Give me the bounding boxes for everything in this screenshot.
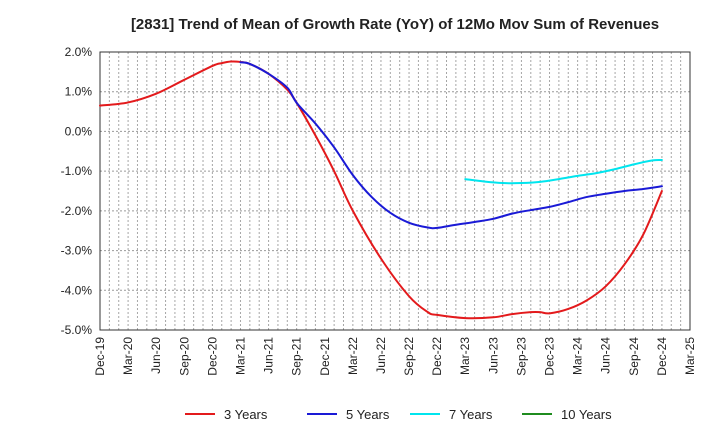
legend-label-5-years: 5 Years — [346, 407, 390, 422]
x-tick-label: Sep-23 — [514, 337, 528, 376]
x-tick-label: Sep-20 — [177, 337, 191, 376]
x-tick-label: Mar-24 — [571, 337, 585, 375]
chart-title: [2831] Trend of Mean of Growth Rate (YoY… — [131, 16, 659, 33]
x-tick-label: Mar-22 — [346, 337, 360, 375]
legend: 3 Years 5 Years 7 Years 10 Years — [185, 407, 612, 422]
series-line-3-years — [99, 60, 663, 320]
x-tick-label: Jun-23 — [486, 337, 500, 374]
x-tick-label: Mar-25 — [683, 337, 697, 375]
y-tick-label: -5.0% — [61, 323, 93, 337]
grid — [99, 51, 691, 331]
x-tick-label: Dec-22 — [430, 337, 444, 376]
plot-area — [99, 60, 663, 320]
x-tick-label: Dec-24 — [655, 337, 669, 376]
y-tick-label: -4.0% — [61, 283, 93, 297]
series-line-5-years — [239, 61, 663, 230]
series-line-7-years — [464, 158, 663, 185]
legend-label-3-years: 3 Years — [224, 407, 268, 422]
x-tick-label: Sep-22 — [402, 337, 416, 376]
x-tick-label: Dec-20 — [205, 337, 219, 376]
y-tick-label: -3.0% — [61, 244, 93, 258]
x-tick-label: Dec-19 — [93, 337, 107, 376]
x-tick-label: Dec-21 — [318, 337, 332, 376]
x-axis: Dec-19 Mar-20 Jun-20 Sep-20 Dec-20 Mar-21 Jun-… — [93, 337, 697, 376]
y-axis: 2.0% 1.0% 0.0% -1.0% -2.0% -3.0% -4.0% -5.0% — [61, 45, 93, 337]
x-tick-label: Jun-24 — [599, 337, 613, 374]
y-tick-label: 2.0% — [65, 45, 93, 59]
y-tick-label: -2.0% — [61, 204, 93, 218]
legend-label-10-years: 10 Years — [561, 407, 612, 422]
legend-label-7-years: 7 Years — [449, 407, 493, 422]
x-tick-label: Sep-21 — [290, 337, 304, 376]
y-tick-label: -1.0% — [61, 164, 93, 178]
x-tick-label: Jun-21 — [262, 337, 276, 374]
y-tick-label: 1.0% — [65, 85, 93, 99]
y-tick-label: 0.0% — [65, 124, 93, 138]
plot-border — [99, 51, 691, 331]
x-tick-label: Mar-20 — [121, 337, 135, 375]
x-tick-label: Mar-23 — [458, 337, 472, 375]
x-tick-label: Jun-22 — [374, 337, 388, 374]
x-tick-label: Jun-20 — [149, 337, 163, 374]
x-tick-label: Sep-24 — [627, 337, 641, 376]
x-tick-label: Dec-23 — [543, 337, 557, 376]
x-tick-label: Mar-21 — [233, 337, 247, 375]
